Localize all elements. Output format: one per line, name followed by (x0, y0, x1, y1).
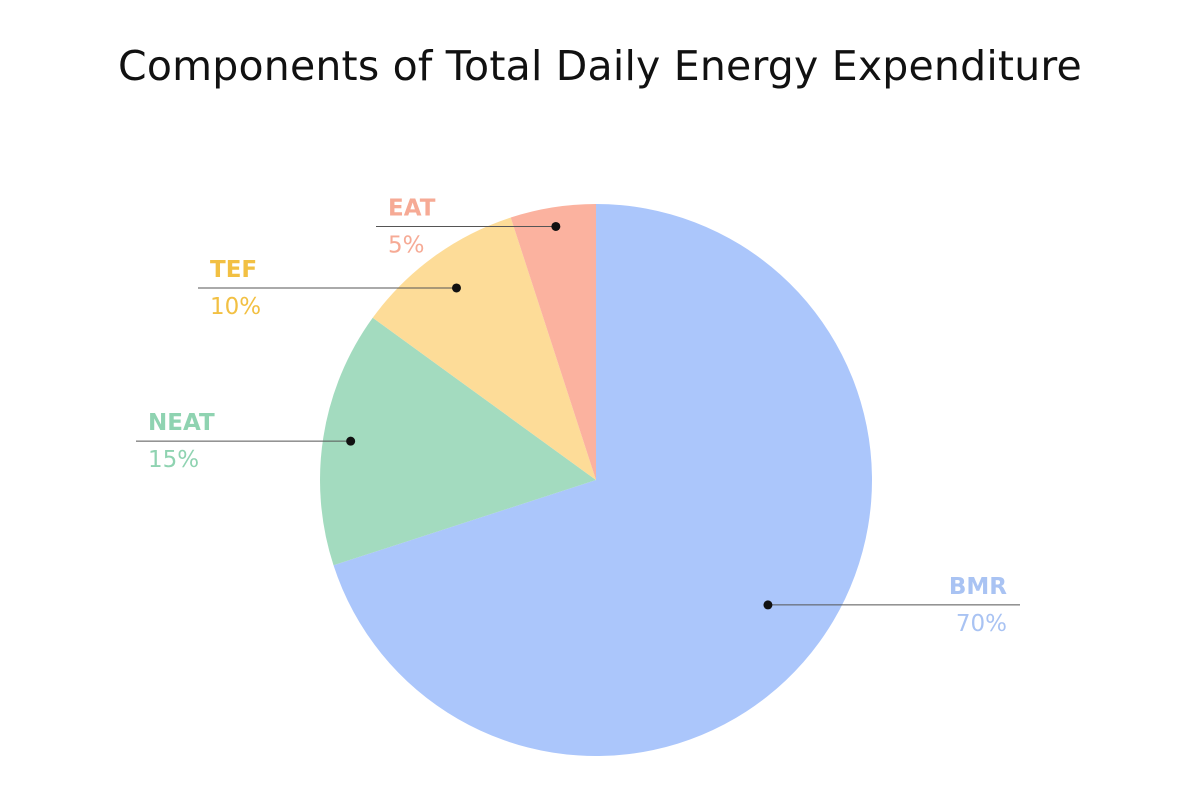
slice-label-tef: TEF (210, 257, 257, 283)
slice-label-neat: NEAT (148, 410, 215, 436)
leader-dot-bmr (763, 600, 773, 610)
slice-value-tef: 10% (210, 294, 261, 320)
pie-slice-tef (372, 217, 596, 480)
slice-value-bmr: 70% (956, 611, 1007, 637)
slice-label-eat: EAT (388, 195, 436, 221)
leader-dot-tef (451, 283, 461, 293)
labels-layer: BMR 70% NEAT 15% TEF 10% EAT 5% (136, 195, 1020, 637)
slice-value-neat: 15% (148, 447, 199, 473)
pie-slice-neat (319, 317, 596, 566)
pie-slice-eat (510, 204, 596, 480)
pie-slice-bmr (333, 204, 872, 757)
chart-title: Components of Total Daily Energy Expendi… (118, 42, 1082, 90)
slice-value-eat: 5% (388, 232, 425, 258)
leader-dot-eat (551, 221, 561, 231)
slices-layer (319, 204, 872, 757)
slice-label-bmr: BMR (949, 574, 1007, 600)
leader-dot-neat (346, 436, 356, 446)
